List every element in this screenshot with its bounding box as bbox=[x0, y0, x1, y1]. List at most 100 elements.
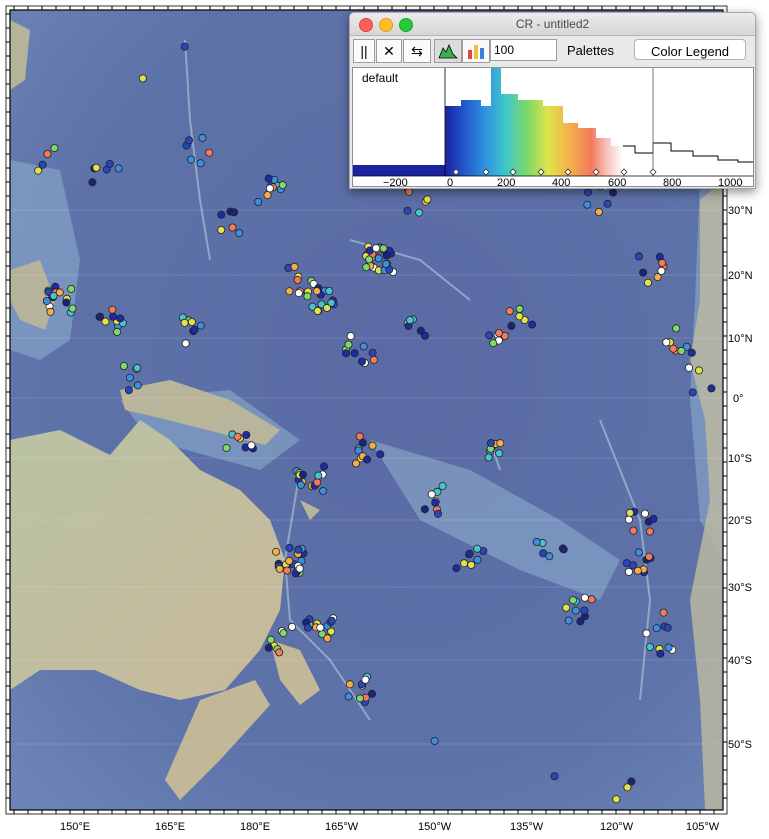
sample-point bbox=[181, 339, 190, 348]
sample-point bbox=[420, 505, 429, 514]
sample-point bbox=[296, 480, 305, 489]
cross-icon[interactable]: ✕ bbox=[376, 39, 402, 63]
sample-point bbox=[382, 259, 391, 268]
sample-point bbox=[550, 772, 559, 781]
sample-point bbox=[196, 321, 205, 330]
sample-point bbox=[325, 286, 334, 295]
sample-point bbox=[452, 564, 461, 573]
lat-label: 50°S bbox=[728, 739, 752, 751]
count-input[interactable] bbox=[490, 39, 557, 61]
sample-point bbox=[507, 321, 516, 330]
sample-point bbox=[430, 737, 439, 746]
sample-point bbox=[228, 223, 237, 232]
sample-point bbox=[316, 623, 325, 632]
sample-point bbox=[649, 514, 658, 523]
histogram-chart[interactable]: −200 0 200 400 600 800 1000 bbox=[353, 68, 753, 186]
sample-point bbox=[313, 306, 322, 315]
sample-point bbox=[298, 470, 307, 479]
pause-icon[interactable]: || bbox=[353, 39, 375, 63]
sample-point bbox=[303, 292, 312, 301]
sample-point bbox=[473, 555, 482, 564]
sample-point bbox=[382, 251, 391, 260]
lon-label: 150°W bbox=[418, 821, 452, 833]
sample-point bbox=[294, 545, 303, 554]
lon-label: 135°W bbox=[510, 821, 544, 833]
sample-point bbox=[313, 478, 322, 487]
sample-point bbox=[254, 197, 263, 206]
sample-point bbox=[652, 624, 661, 633]
window-titlebar[interactable]: CR - untitled2 bbox=[350, 13, 755, 36]
sample-point bbox=[55, 288, 64, 297]
sample-point bbox=[43, 149, 52, 158]
sample-point bbox=[571, 606, 580, 615]
sample-point bbox=[344, 692, 353, 701]
link-icon[interactable]: ⇆ bbox=[403, 39, 431, 63]
philippines bbox=[10, 260, 55, 330]
sample-point bbox=[105, 159, 114, 168]
color-legend-button[interactable]: Color Legend bbox=[634, 39, 746, 60]
svg-text:200: 200 bbox=[497, 177, 515, 186]
sample-point bbox=[125, 373, 134, 382]
sample-point bbox=[645, 643, 654, 652]
sample-point bbox=[345, 680, 354, 689]
lat-label: 0° bbox=[733, 393, 744, 405]
sample-point bbox=[583, 200, 592, 209]
histogram-fill bbox=[445, 68, 623, 176]
sample-point bbox=[623, 783, 632, 792]
sample-point bbox=[496, 439, 505, 448]
lon-label: 165°E bbox=[155, 821, 185, 833]
sample-point bbox=[264, 643, 273, 652]
minimize-window-button[interactable] bbox=[379, 18, 393, 32]
sample-point bbox=[283, 566, 292, 575]
sample-point bbox=[217, 210, 226, 219]
sample-point bbox=[369, 355, 378, 364]
histogram-mode-icon[interactable] bbox=[434, 39, 462, 63]
sample-point bbox=[222, 443, 231, 452]
sample-point bbox=[603, 199, 612, 208]
color-range-window[interactable]: CR - untitled2 || ✕ ⇆ Palettes Color Leg… bbox=[349, 12, 756, 189]
sample-point bbox=[368, 348, 377, 357]
sample-point bbox=[344, 340, 353, 349]
bar-mode-icon[interactable] bbox=[462, 39, 490, 63]
sample-point bbox=[403, 206, 412, 215]
sample-point bbox=[108, 305, 117, 314]
sample-point bbox=[358, 438, 367, 447]
sample-point bbox=[427, 490, 436, 499]
sample-point bbox=[465, 549, 474, 558]
sample-point bbox=[350, 349, 359, 358]
sample-point bbox=[433, 509, 442, 518]
sample-point bbox=[587, 595, 596, 604]
sample-point bbox=[629, 561, 638, 570]
sample-point bbox=[295, 564, 304, 573]
histogram-panel[interactable]: default bbox=[352, 67, 754, 187]
sample-point bbox=[642, 629, 651, 638]
svg-text:800: 800 bbox=[663, 177, 681, 186]
sample-point bbox=[612, 795, 621, 804]
sample-point bbox=[515, 304, 524, 313]
sample-point bbox=[644, 278, 653, 287]
sample-point bbox=[264, 174, 273, 183]
close-window-button[interactable] bbox=[359, 18, 373, 32]
sample-point bbox=[116, 314, 125, 323]
sample-point bbox=[263, 191, 272, 200]
sample-point bbox=[495, 449, 504, 458]
svg-text:400: 400 bbox=[552, 177, 570, 186]
sample-point bbox=[303, 623, 312, 632]
lat-label: 10°N bbox=[728, 333, 753, 345]
sample-point bbox=[190, 325, 199, 334]
zoom-window-button[interactable] bbox=[399, 18, 413, 32]
sample-point bbox=[659, 608, 668, 617]
sample-point bbox=[460, 559, 469, 568]
sample-point bbox=[294, 289, 303, 298]
lon-label: 150°E bbox=[60, 821, 90, 833]
svg-text:0: 0 bbox=[447, 177, 453, 186]
sample-point bbox=[505, 307, 514, 316]
palettes-label[interactable]: Palettes bbox=[567, 43, 614, 58]
histogram-axis-labels: −200 0 200 400 600 800 1000 bbox=[383, 177, 742, 186]
sample-point bbox=[634, 548, 643, 557]
sample-point bbox=[624, 567, 633, 576]
control-points[interactable] bbox=[452, 168, 657, 176]
sample-point bbox=[662, 338, 671, 347]
histogram-outline bbox=[623, 142, 753, 163]
sample-point bbox=[187, 155, 196, 164]
